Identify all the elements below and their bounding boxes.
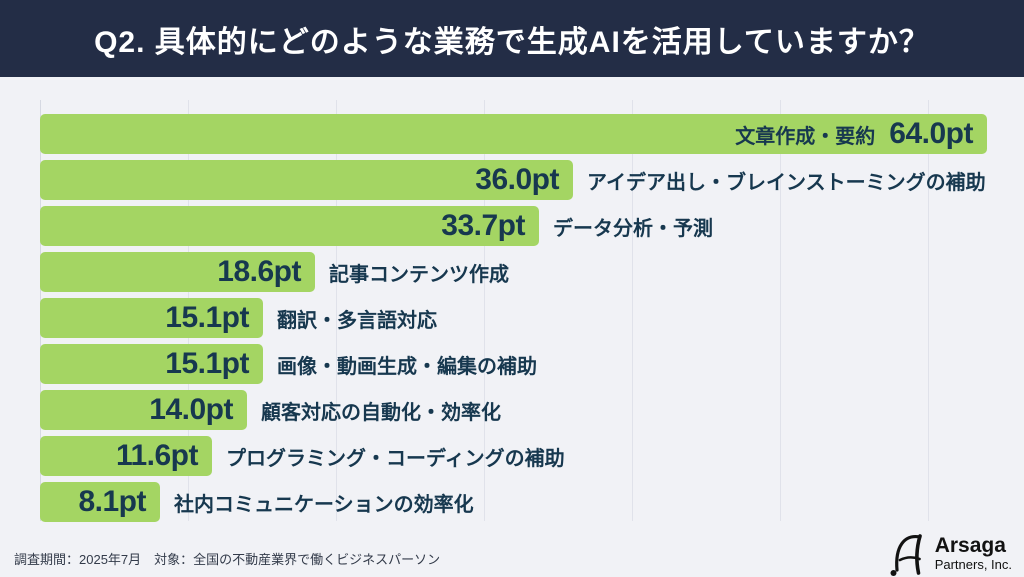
company-logo-name: Arsaga	[934, 533, 1006, 557]
bar-category-label: 社内コミュニケーションの効率化	[174, 493, 474, 516]
bar: 14.0pt	[40, 390, 247, 430]
bar-value-label: 11.6pt	[115, 439, 199, 472]
bar-value-label: 64.0pt	[889, 117, 973, 150]
arsaga-logo-icon	[890, 534, 922, 576]
bar-category-label: 画像・動画生成・編集の補助	[277, 355, 537, 378]
bar-row: 11.6pt プログラミング・コーディングの補助	[40, 436, 1024, 476]
gridline	[928, 100, 929, 521]
bar-chart: 文章作成・要約 64.0pt 36.0pt アイデア出し・ブレインストーミングの補助 3…	[40, 114, 1024, 528]
bar: 文章作成・要約 64.0pt	[40, 114, 987, 154]
bar-value-label: 8.1pt	[78, 485, 146, 518]
survey-note: 調査期間：2025年7月 対象：全国の不動産業界で働くビジネスパーソン	[14, 552, 441, 567]
gridline	[336, 100, 337, 521]
bar-value-label: 15.1pt	[165, 347, 249, 380]
page-title: Q2. 具体的にどのような業務で生成AIを活用していますか？	[94, 25, 930, 59]
page-header: Q2. 具体的にどのような業務で生成AIを活用していますか？	[0, 0, 1024, 77]
bar-value-label: 33.7pt	[441, 209, 525, 242]
bar: 36.0pt	[40, 160, 573, 200]
bar: 11.6pt	[40, 436, 212, 476]
bar: 33.7pt	[40, 206, 539, 246]
bar-category-label: 記事コンテンツ作成	[329, 263, 509, 286]
company-logo: Arsaga Partners, Inc.	[887, 530, 1012, 577]
bar-category-label: データ分析・予測	[553, 217, 713, 240]
bar-category-label: アイデア出し・ブレインストーミングの補助	[587, 171, 986, 194]
bar-value-label: 15.1pt	[165, 301, 249, 334]
bar-row: 8.1pt 社内コミュニケーションの効率化	[40, 482, 1024, 522]
bar-value-label: 14.0pt	[149, 393, 233, 426]
gridline	[780, 100, 781, 521]
bar-category-label: プログラミング・コーディングの補助	[226, 447, 565, 470]
bar-row: 33.7pt データ分析・予測	[40, 206, 1024, 246]
bar: 15.1pt	[40, 298, 263, 338]
bar-category-label: 顧客対応の自動化・効率化	[261, 401, 501, 424]
bar-category-label: 文章作成・要約	[735, 125, 876, 148]
bar-category-label: 翻訳・多言語対応	[277, 309, 437, 332]
gridline	[632, 100, 633, 521]
bar-value-label: 36.0pt	[475, 163, 559, 196]
bar-row: 36.0pt アイデア出し・ブレインストーミングの補助	[40, 160, 1024, 200]
bar-row: 15.1pt 画像・動画生成・編集の補助	[40, 344, 1024, 384]
gridline	[484, 100, 485, 521]
bar-row: 18.6pt 記事コンテンツ作成	[40, 252, 1024, 292]
bar-row: 14.0pt 顧客対応の自動化・効率化	[40, 390, 1024, 430]
bar-row: 文章作成・要約 64.0pt	[40, 114, 1024, 154]
bar: 18.6pt	[40, 252, 315, 292]
bar-row: 15.1pt 翻訳・多言語対応	[40, 298, 1024, 338]
bar-value-label: 18.6pt	[217, 255, 301, 288]
bar: 15.1pt	[40, 344, 263, 384]
company-logo-subtitle: Partners, Inc.	[934, 556, 1012, 572]
company-logo-text: Arsaga Partners, Inc.	[934, 533, 1012, 573]
bar: 8.1pt	[40, 482, 160, 522]
